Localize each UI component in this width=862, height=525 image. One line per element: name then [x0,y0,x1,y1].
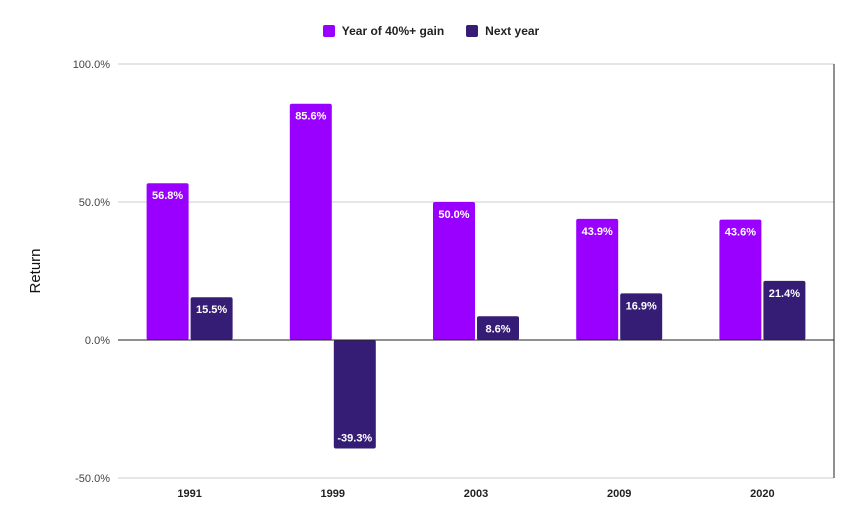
x-tick-label: 1991 [177,488,201,500]
bar [289,103,332,340]
bar [763,280,806,340]
bar [433,202,475,340]
bar [620,293,663,340]
data-label: 15.5% [196,304,227,316]
legend-swatch-next-year [466,25,479,37]
data-label: 50.0% [438,209,469,221]
legend-item-next-year[interactable]: Next year [466,24,539,38]
chart-legend: Year of 40%+ gain Next year [0,24,862,38]
data-label: 8.6% [485,323,510,335]
data-label: 43.9% [582,226,613,238]
data-label: 56.8% [152,190,183,202]
bar [719,219,762,340]
x-tick-label: 2003 [464,488,488,500]
data-label: -39.3% [337,432,372,444]
bar [190,297,233,340]
bar [576,218,619,340]
x-tick-label: 1999 [321,488,345,500]
legend-item-gain-year[interactable]: Year of 40%+ gain [322,24,445,38]
y-tick-label: 0.0% [85,335,110,347]
y-axis-title: Return [27,248,44,293]
x-tick-label: 2020 [750,488,774,500]
bar [146,183,189,340]
y-tick-label: -50.0% [75,473,110,485]
y-tick-label: 50.0% [79,197,110,209]
data-label: 21.4% [769,288,800,300]
data-label: 16.9% [626,300,657,312]
legend-swatch-gain-year [322,25,335,37]
legend-label-next-year: Next year [485,24,540,38]
legend-label-gain-year: Year of 40%+ gain [341,24,445,38]
bar [333,340,376,449]
bar [477,316,519,340]
y-tick-label: 100.0% [73,59,111,71]
x-tick-label: 2009 [607,488,631,500]
data-label: 85.6% [295,111,326,123]
data-label: 43.6% [725,227,756,239]
